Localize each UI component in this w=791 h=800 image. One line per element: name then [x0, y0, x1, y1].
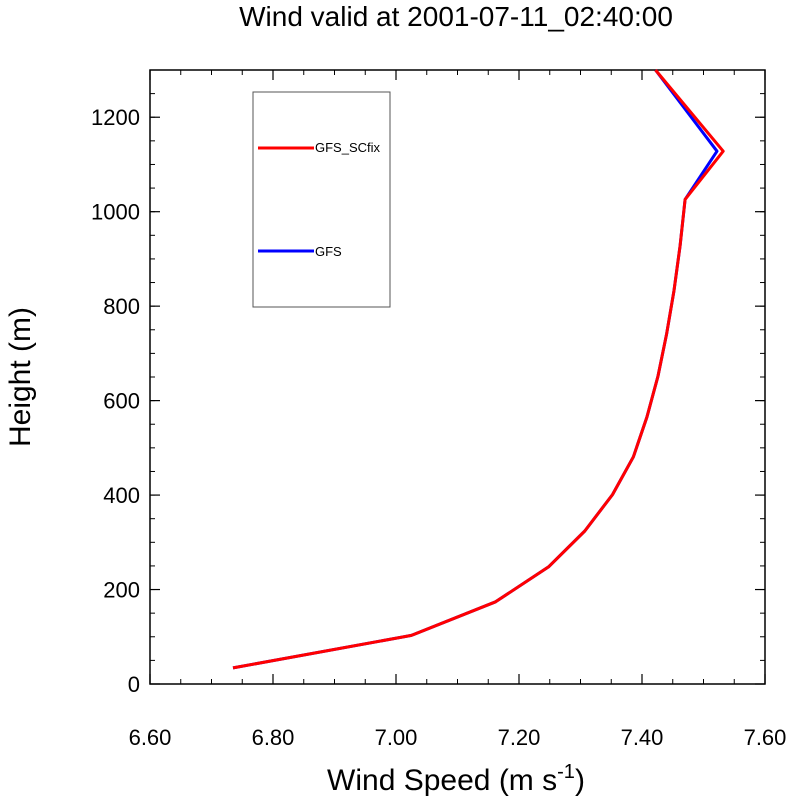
legend-box	[252, 91, 391, 308]
x-tick-label: 7.00	[375, 725, 418, 750]
x-tick-label: 7.60	[744, 725, 787, 750]
series-line-gfs-scfix	[232, 69, 725, 670]
x-axis-label: Wind Speed (m s-1)	[327, 761, 585, 797]
y-tick-label: 600	[103, 389, 140, 414]
x-axis-label-suffix: )	[575, 764, 585, 797]
plot-frame	[149, 69, 766, 685]
chart-title: Wind valid at 2001-07-11_02:40:00	[239, 1, 673, 32]
y-tick-label: 200	[103, 578, 140, 603]
x-axis-label-main: Wind Speed (m s	[327, 764, 557, 797]
x-tick-label: 7.40	[621, 725, 664, 750]
y-tick-label: 0	[128, 672, 140, 697]
y-tick-label: 1000	[91, 200, 140, 225]
series-lines	[232, 69, 725, 670]
y-tick-label: 400	[103, 483, 140, 508]
x-axis-label-superscript: -1	[557, 761, 575, 783]
legend-label-gfs: GFS	[315, 244, 342, 259]
axis-ticks	[149, 69, 766, 685]
x-tick-label: 6.60	[129, 725, 172, 750]
legend-label-gfs-scfix: GFS_SCfix	[315, 140, 381, 155]
x-tick-label: 6.80	[252, 725, 295, 750]
y-axis-label: Height (m)	[4, 307, 37, 447]
axis-tick-labels: 6.60 6.80 7.00 7.20 7.40 7.60 0 200 400 600 800 100…	[91, 105, 786, 750]
y-tick-label: 1200	[91, 105, 140, 130]
x-tick-label: 7.20	[498, 725, 541, 750]
legend: GFS_SCfix GFS	[252, 91, 391, 308]
y-tick-label: 800	[103, 294, 140, 319]
